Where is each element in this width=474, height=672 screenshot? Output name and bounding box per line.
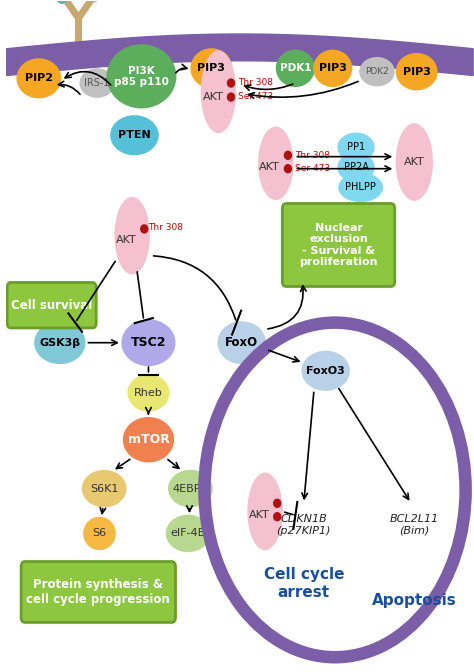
Text: GSK3β: GSK3β — [39, 338, 81, 347]
Text: Thr 308: Thr 308 — [148, 223, 183, 232]
Text: Ser 473: Ser 473 — [238, 92, 273, 101]
Ellipse shape — [201, 50, 236, 133]
Text: Apoptosis: Apoptosis — [372, 593, 456, 608]
Ellipse shape — [276, 50, 315, 87]
Text: PIP3: PIP3 — [403, 67, 430, 77]
Ellipse shape — [247, 472, 283, 550]
Ellipse shape — [114, 197, 150, 274]
FancyBboxPatch shape — [21, 562, 175, 622]
Ellipse shape — [107, 44, 176, 108]
Text: IRS-1: IRS-1 — [84, 78, 110, 88]
Ellipse shape — [313, 50, 352, 87]
Ellipse shape — [273, 499, 282, 508]
Ellipse shape — [34, 321, 85, 364]
Text: PI3K
p85 p110: PI3K p85 p110 — [114, 66, 169, 87]
Text: PHLPP: PHLPP — [345, 182, 376, 192]
Text: AKT: AKT — [116, 235, 137, 245]
Ellipse shape — [110, 115, 159, 155]
Ellipse shape — [284, 164, 292, 173]
Text: PIP3: PIP3 — [319, 63, 346, 73]
Ellipse shape — [123, 417, 174, 462]
Ellipse shape — [82, 470, 127, 507]
FancyBboxPatch shape — [7, 282, 96, 328]
Ellipse shape — [258, 126, 293, 200]
Text: mTOR: mTOR — [128, 433, 169, 446]
Text: PDK1: PDK1 — [280, 63, 311, 73]
Ellipse shape — [218, 321, 266, 364]
Ellipse shape — [83, 517, 116, 550]
Text: PP1: PP1 — [347, 142, 365, 153]
Ellipse shape — [227, 79, 235, 88]
Text: PIP3: PIP3 — [198, 63, 225, 73]
Ellipse shape — [55, 0, 69, 4]
Ellipse shape — [359, 57, 395, 87]
FancyBboxPatch shape — [283, 204, 395, 286]
Text: PIP2: PIP2 — [25, 73, 53, 83]
Ellipse shape — [301, 351, 350, 391]
Ellipse shape — [88, 0, 100, 3]
Ellipse shape — [284, 151, 292, 160]
Text: Thr 308: Thr 308 — [238, 78, 273, 87]
Text: BCL2L11
(Bim): BCL2L11 (Bim) — [390, 514, 439, 536]
Text: Protein synthesis &
cell cycle progression: Protein synthesis & cell cycle progressi… — [27, 578, 170, 606]
Text: eIF-4E: eIF-4E — [171, 528, 205, 538]
Text: AKT: AKT — [258, 162, 279, 171]
Ellipse shape — [338, 173, 383, 202]
Text: Thr 308: Thr 308 — [295, 151, 330, 160]
Text: Cell survival: Cell survival — [11, 299, 92, 312]
Text: Ser 473: Ser 473 — [295, 164, 330, 173]
Ellipse shape — [80, 69, 115, 97]
Ellipse shape — [168, 470, 213, 507]
Text: Cell cycle
arrest: Cell cycle arrest — [264, 567, 344, 600]
Text: S6K1: S6K1 — [90, 484, 118, 493]
Text: PDK2: PDK2 — [365, 67, 389, 76]
Text: FoxO3: FoxO3 — [306, 366, 345, 376]
Text: Rheb: Rheb — [134, 388, 163, 398]
Text: S6: S6 — [92, 528, 107, 538]
Text: AKT: AKT — [203, 92, 224, 102]
Ellipse shape — [121, 319, 175, 366]
Text: AKT: AKT — [249, 510, 270, 520]
Text: TSC2: TSC2 — [131, 336, 166, 349]
Ellipse shape — [396, 53, 438, 91]
Text: 4EBP1: 4EBP1 — [173, 484, 208, 493]
Text: PTEN: PTEN — [118, 130, 151, 140]
Ellipse shape — [191, 48, 232, 89]
Ellipse shape — [166, 515, 210, 552]
Text: FoxO: FoxO — [225, 336, 258, 349]
Ellipse shape — [227, 93, 235, 101]
Ellipse shape — [140, 224, 148, 234]
Text: PP2A: PP2A — [344, 163, 368, 172]
Ellipse shape — [128, 374, 169, 412]
Ellipse shape — [337, 132, 374, 162]
Ellipse shape — [337, 153, 374, 182]
Ellipse shape — [17, 58, 61, 98]
Ellipse shape — [396, 123, 433, 201]
Ellipse shape — [273, 512, 282, 521]
Text: CDKN1B
(p27KIP1): CDKN1B (p27KIP1) — [276, 514, 331, 536]
Text: Nuclear
exclusion
- Survival &
proliferation: Nuclear exclusion - Survival & prolifera… — [299, 222, 378, 267]
Text: AKT: AKT — [404, 157, 425, 167]
